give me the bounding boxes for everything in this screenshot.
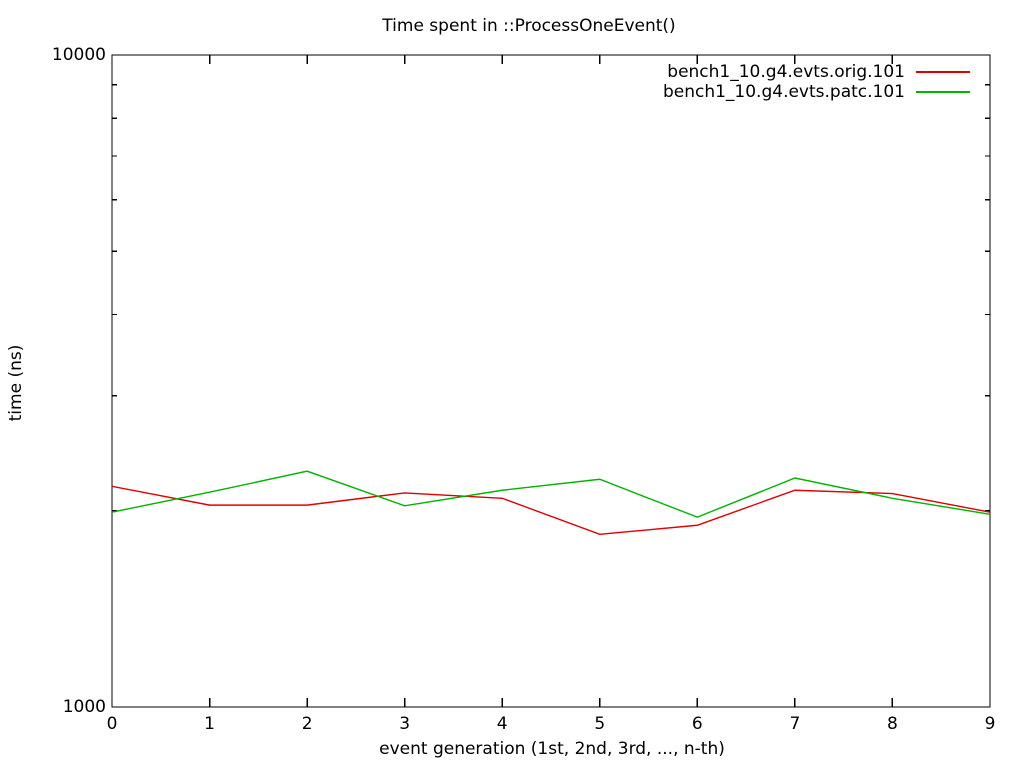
x-tick-label: 5 — [594, 714, 606, 734]
x-tick-label: 7 — [789, 714, 801, 734]
x-tick-label: 2 — [301, 714, 313, 734]
series-line-1 — [111, 470, 991, 518]
x-tick-label: 4 — [496, 714, 508, 734]
x-tick-label: 9 — [984, 714, 996, 734]
legend-label: bench1_10.g4.evts.orig.101 — [667, 62, 905, 82]
series-line-0 — [111, 485, 991, 536]
legend: bench1_10.g4.evts.orig.101 bench1_10.g4.e… — [663, 62, 970, 102]
legend-line-sample — [916, 71, 970, 73]
x-tick-label: 3 — [399, 714, 411, 734]
y-tick-label: 1000 — [62, 697, 106, 717]
y-tick-label: 10000 — [51, 45, 106, 65]
legend-entry-0: bench1_10.g4.evts.orig.101 — [663, 62, 970, 82]
legend-line-sample — [916, 91, 970, 93]
legend-label: bench1_10.g4.evts.patc.101 — [662, 82, 905, 102]
legend-entry-1: bench1_10.g4.evts.patc.101 — [663, 82, 970, 102]
chart-title: Time spent in ::ProcessOneEvent() — [382, 16, 676, 36]
x-tick-label: 1 — [204, 714, 215, 734]
plot-border — [111, 54, 991, 708]
x-tick-label: 0 — [106, 714, 118, 734]
x-tick-label: 6 — [691, 714, 703, 734]
x-tick-label: 8 — [887, 714, 898, 734]
x-axis-label: event generation (1st, 2nd, 3rd, ..., n-… — [379, 739, 725, 759]
